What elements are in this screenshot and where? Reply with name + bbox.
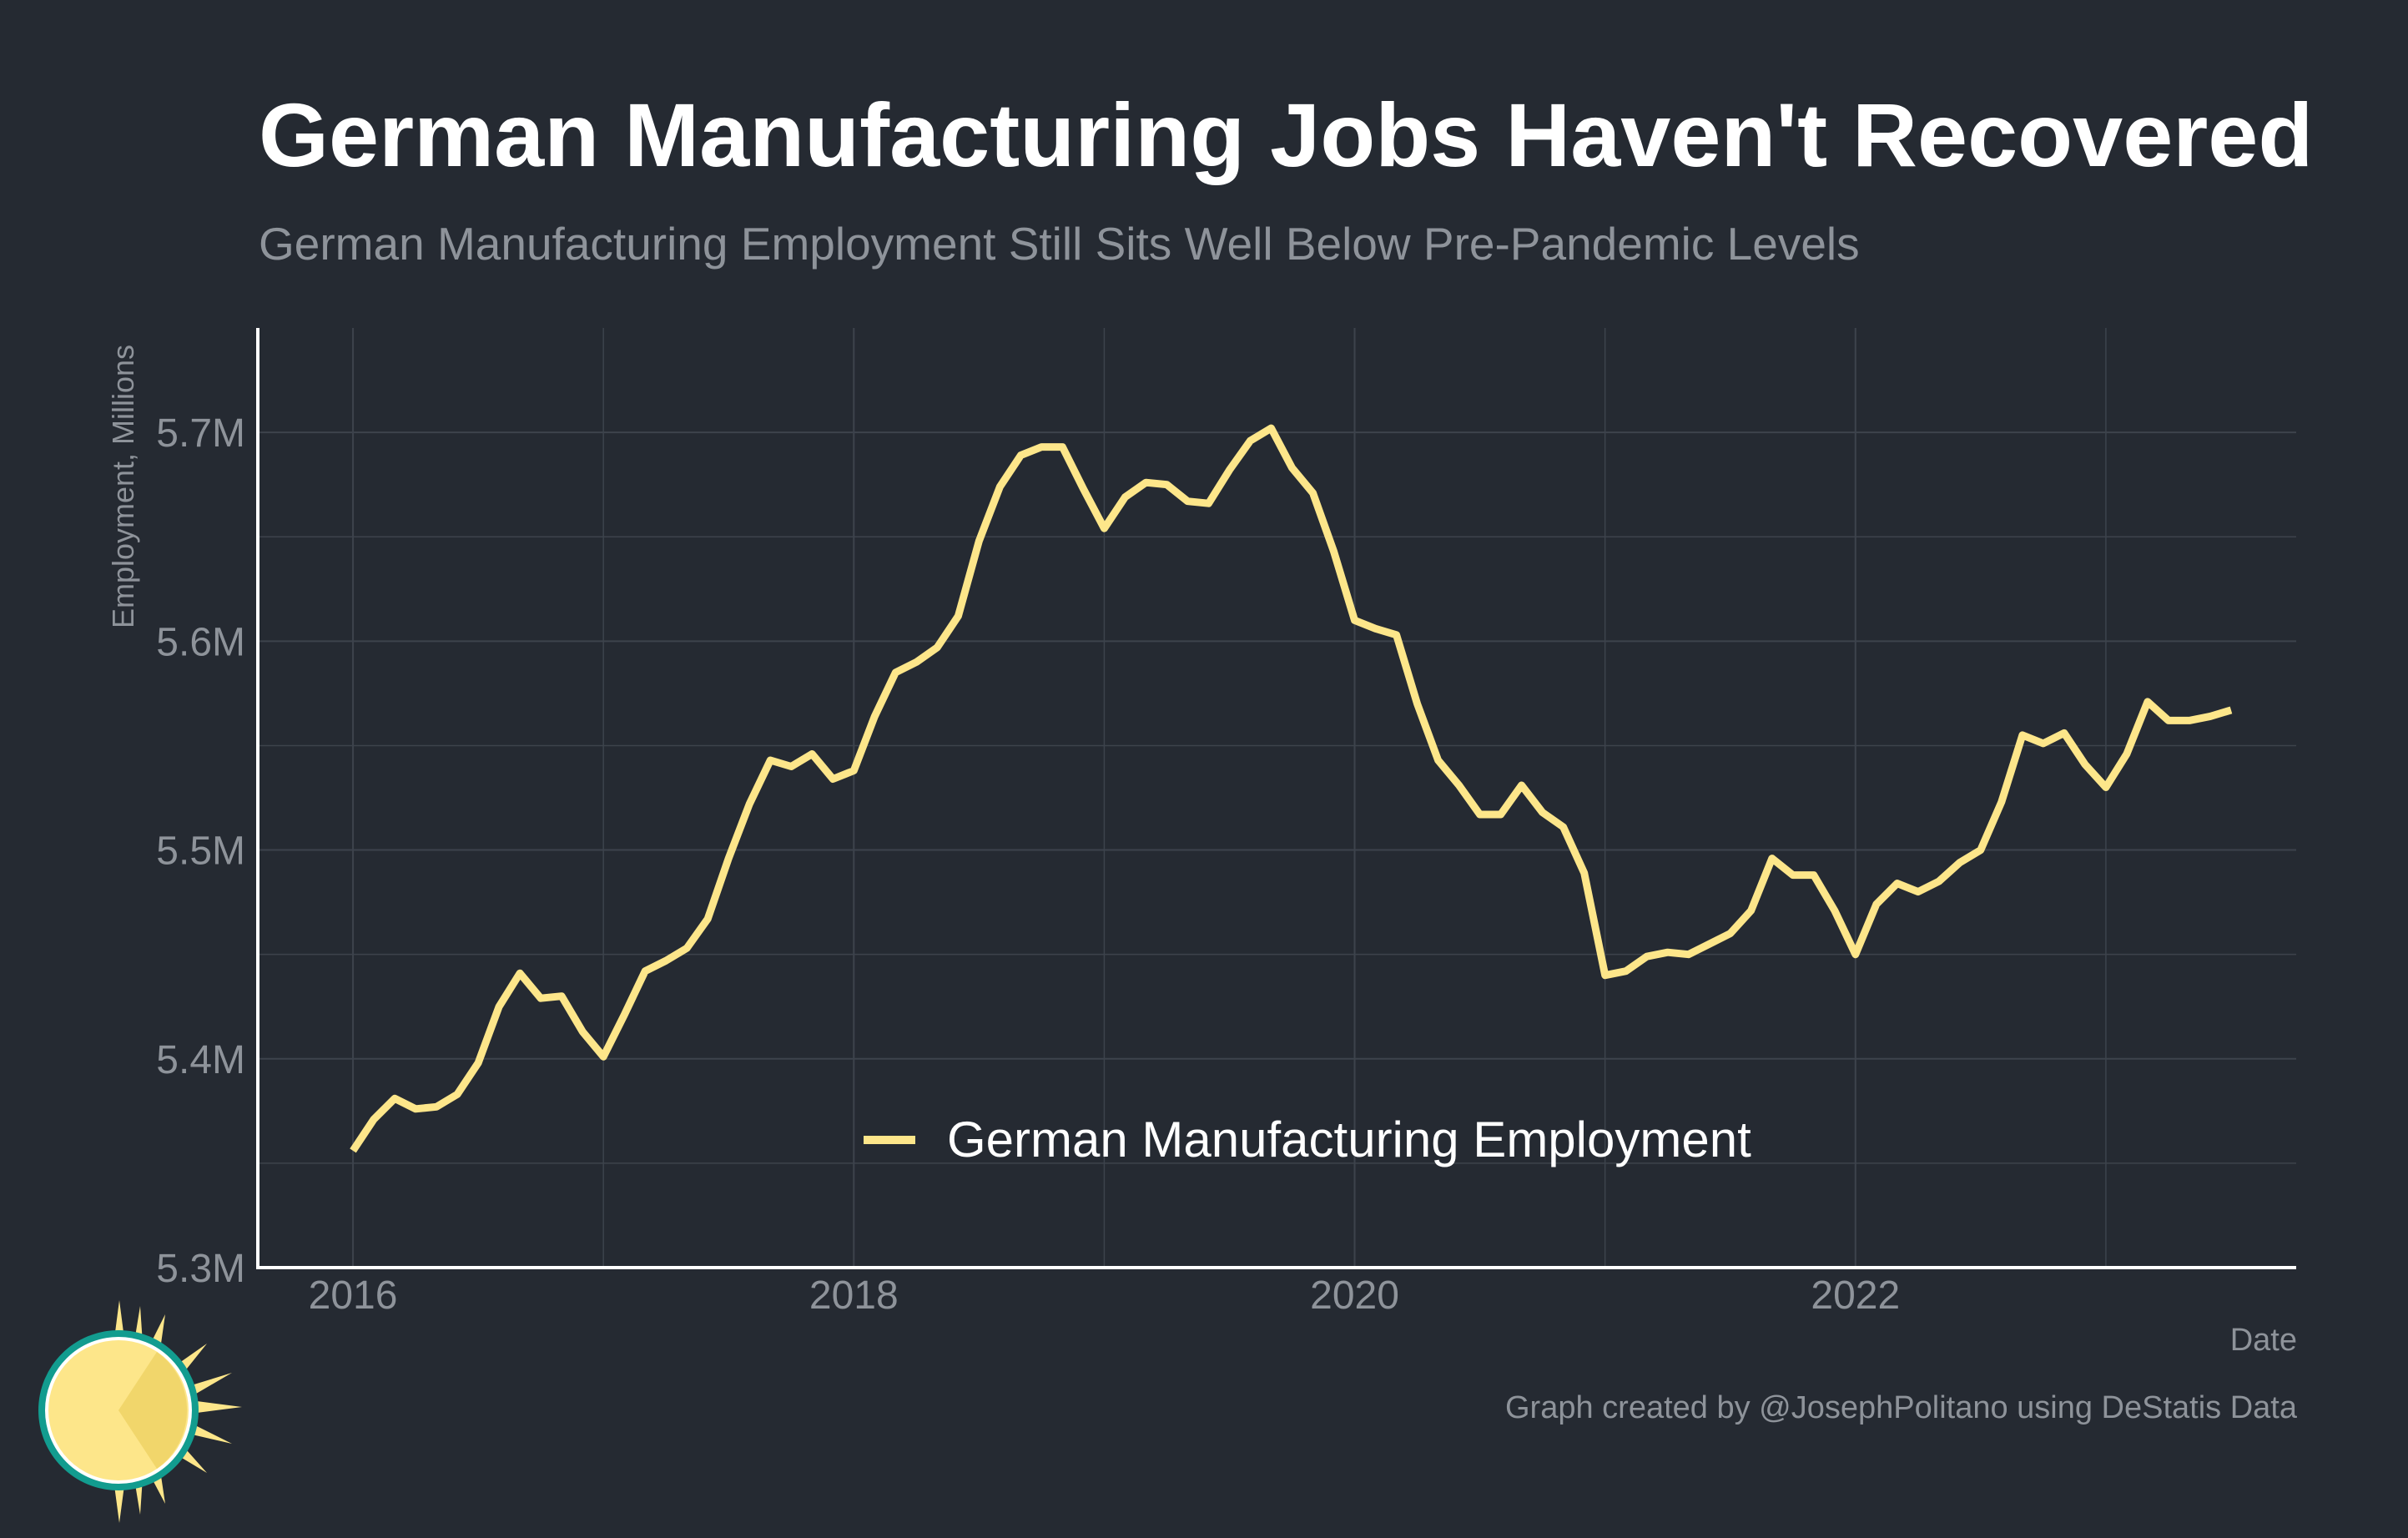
y-tick-label: 5.5M bbox=[156, 830, 245, 874]
x-tick-label: 2022 bbox=[1811, 1273, 1900, 1318]
y-axis-title: Employment, Millions bbox=[106, 345, 140, 628]
sun-logo-icon bbox=[38, 1300, 242, 1523]
y-tick-label: 5.3M bbox=[156, 1247, 245, 1291]
legend: German Manufacturing Employment bbox=[864, 1112, 1751, 1167]
x-axis-title: Date bbox=[2229, 1323, 2297, 1358]
y-tick-label: 5.6M bbox=[156, 620, 245, 664]
chart-subtitle: German Manufacturing Employment Still Si… bbox=[259, 218, 1860, 270]
legend-label: German Manufacturing Employment bbox=[947, 1112, 1751, 1167]
axes: Employment, Millions bbox=[106, 328, 2296, 1269]
tick-labels: 5.3M 5.4M 5.5M 5.6M 5.7M 2016 2018 2020 2022 bbox=[156, 411, 1900, 1318]
source-caption: Graph created by @JosephPolitano using D… bbox=[1505, 1390, 2297, 1425]
sun-shade bbox=[118, 1352, 188, 1469]
y-tick-label: 5.7M bbox=[156, 411, 245, 456]
x-tick-label: 2020 bbox=[1310, 1273, 1399, 1318]
x-tick-label: 2016 bbox=[309, 1273, 398, 1318]
series-line bbox=[350, 424, 2233, 1153]
grid-lines bbox=[258, 328, 2296, 1268]
chart-title: German Manufacturing Jobs Haven't Recove… bbox=[259, 84, 2314, 185]
x-tick-label: 2018 bbox=[809, 1273, 899, 1318]
y-tick-label: 5.4M bbox=[156, 1038, 245, 1082]
series-lines bbox=[350, 424, 2233, 1153]
